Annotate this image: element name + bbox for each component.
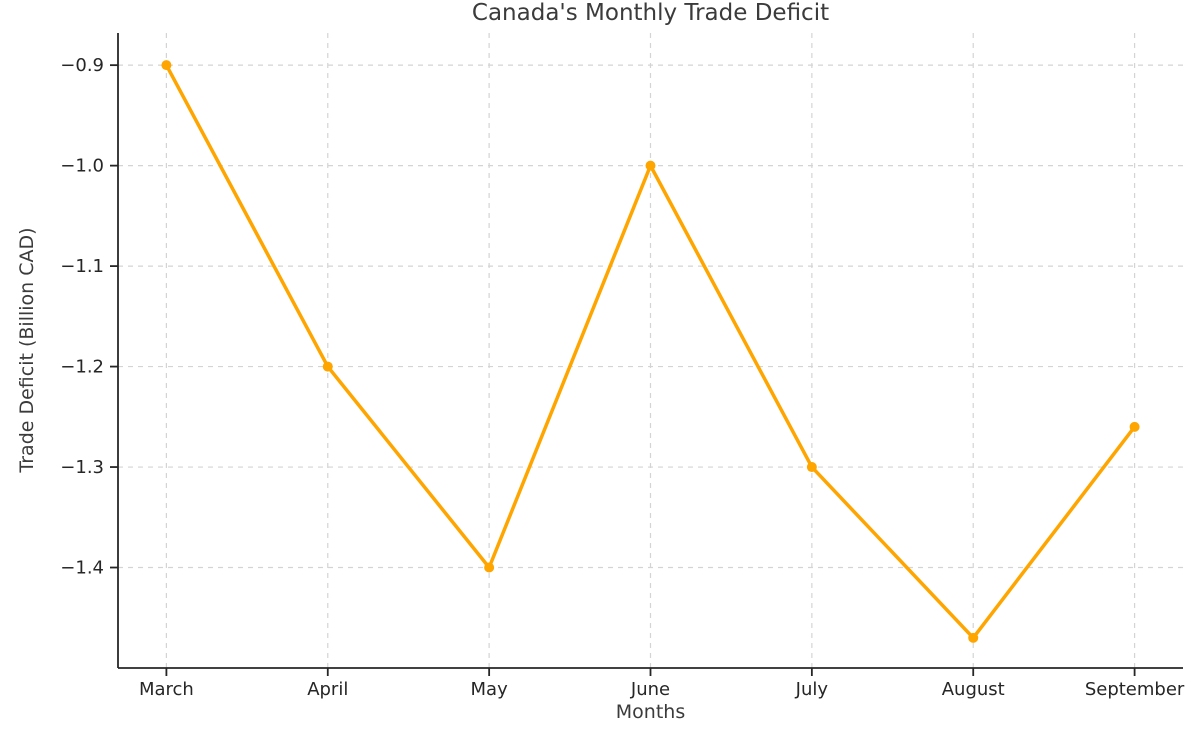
data-point	[645, 160, 656, 171]
y-tick-label: −1.1	[60, 256, 104, 277]
data-point	[322, 361, 333, 372]
data-point	[1129, 421, 1140, 432]
y-tick-label: −1.0	[60, 156, 104, 177]
data-point	[161, 60, 172, 71]
x-tick-label: September	[1085, 679, 1185, 700]
trade-deficit-line	[164, 63, 1137, 640]
x-tick-label: March	[139, 679, 194, 700]
y-tick-label: −1.3	[60, 457, 104, 478]
x-tick-label: May	[471, 679, 509, 700]
y-tick-label: −1.2	[60, 357, 104, 378]
y-tick-label: −0.9	[60, 55, 104, 76]
x-axis-label: Months	[615, 701, 686, 723]
y-tick-label: −1.4	[60, 558, 104, 579]
data-point	[806, 462, 817, 473]
data-point	[968, 632, 979, 643]
x-tick-label: July	[795, 679, 829, 700]
x-tick-label: June	[630, 679, 670, 700]
chart-title: Canada's Monthly Trade Deficit	[471, 0, 830, 26]
x-tick-label: August	[942, 679, 1005, 700]
x-tick-label: April	[307, 679, 348, 700]
data-point	[484, 562, 495, 573]
